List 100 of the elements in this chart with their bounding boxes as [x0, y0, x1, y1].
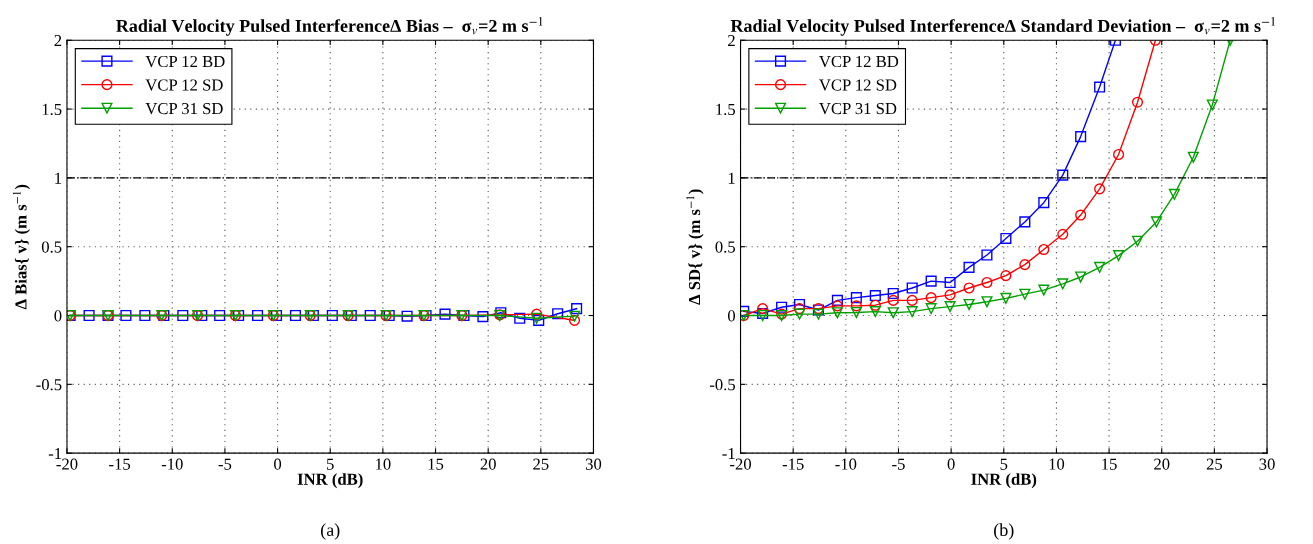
- x-axis-title: INR (dB): [971, 473, 1037, 489]
- point: [1057, 278, 1069, 290]
- point: [887, 294, 899, 306]
- chart-title: Radial Velocity Pulsed InterferenceΔ Standard Deviation – σ$_{v}$=2 m s$^{−1}$: [730, 16, 1275, 36]
- y-tick-label: 1.5: [42, 103, 62, 116]
- y-tick-label: -0.5: [709, 379, 736, 391]
- point: [1019, 288, 1031, 300]
- x-tick-label: 5: [327, 458, 334, 470]
- point: [1131, 96, 1144, 108]
- point: [1168, 188, 1180, 200]
- point: [740, 305, 750, 317]
- point: [1206, 99, 1218, 111]
- point: [1131, 235, 1144, 247]
- point: [1075, 209, 1087, 221]
- x-tick-label: 10: [376, 458, 391, 470]
- point: [1094, 261, 1106, 273]
- point: [757, 303, 769, 315]
- x-tick-label: 10: [1049, 458, 1065, 470]
- text: (a): [320, 523, 340, 540]
- x-tick-label: -15: [782, 458, 804, 470]
- point: [963, 261, 975, 273]
- point: [1000, 292, 1012, 304]
- point: [906, 282, 918, 294]
- x-tick-label: 25: [1206, 458, 1223, 470]
- point: [793, 308, 806, 320]
- x-tick-label: 0: [274, 458, 282, 470]
- x-tick-label: 20: [480, 458, 496, 470]
- point: [981, 249, 993, 261]
- point: [1057, 228, 1069, 240]
- point: [925, 275, 937, 287]
- point: [944, 301, 956, 313]
- x-tick-label: 30: [1259, 458, 1275, 470]
- point: [1057, 169, 1069, 181]
- text: (b): [994, 523, 1014, 540]
- x-tick-label: 5: [1000, 458, 1008, 470]
- point: [850, 300, 862, 312]
- x-tick-label: 20: [1154, 458, 1170, 470]
- x-tick-label: 25: [533, 458, 549, 470]
- x-tick-label: 30: [585, 458, 602, 470]
- point: [869, 299, 881, 311]
- point: [906, 306, 918, 318]
- y-tick-label: -1: [722, 447, 735, 459]
- point: [944, 276, 956, 289]
- legend-label: VCP 12 BD: [145, 55, 225, 68]
- chart-title: Radial Velocity Pulsed InterferenceΔ Bias – σ$_{v}$=2 m s$^{−1}$: [116, 16, 543, 36]
- legend-label: VCP 12 BD: [819, 55, 899, 68]
- point: [869, 290, 881, 302]
- point: [887, 307, 899, 319]
- x-tick-label: -15: [109, 458, 131, 470]
- point: [963, 298, 975, 311]
- legend-label: VCP 31 SD: [819, 102, 897, 115]
- point: [831, 300, 843, 312]
- point: [1075, 131, 1087, 143]
- point: [1187, 151, 1199, 163]
- x-tick-label: -10: [161, 458, 183, 470]
- point: [1094, 183, 1106, 195]
- point: [812, 308, 825, 320]
- y-tick-label: 1: [728, 172, 735, 184]
- point: [831, 307, 843, 319]
- x-tick-label: -10: [835, 458, 857, 470]
- x-axis-title: INR (dB): [297, 473, 363, 489]
- point: [831, 294, 843, 306]
- y-tick-label: 2: [54, 35, 62, 47]
- point: [1038, 243, 1050, 256]
- y-tick-label: 2: [728, 35, 735, 47]
- point: [963, 282, 975, 294]
- point: [925, 303, 937, 315]
- point: [1094, 81, 1106, 93]
- y-tick-label: -1: [48, 447, 62, 459]
- point: [869, 306, 881, 318]
- point: [776, 301, 788, 313]
- point: [981, 296, 993, 308]
- y-tick-label: 1.5: [716, 103, 736, 116]
- x-tick-label: -20: [56, 458, 78, 470]
- point: [793, 303, 806, 315]
- point: [1075, 271, 1087, 283]
- point: [1019, 216, 1031, 228]
- x-tick-label: -20: [730, 458, 752, 470]
- legend-label: VCP 12 SD: [819, 79, 897, 91]
- y-axis-title: Δ SD{ v} (m s$^{−1}$): [686, 189, 704, 305]
- legend-label: VCP 12 SD: [145, 79, 223, 91]
- point: [850, 292, 862, 304]
- point: [1150, 216, 1163, 228]
- point: [1038, 284, 1050, 296]
- point: [1019, 259, 1031, 271]
- point: [925, 292, 937, 304]
- x-tick-label: -5: [218, 458, 232, 470]
- point: [1038, 197, 1050, 209]
- y-tick-label: 1: [55, 172, 62, 184]
- point: [1113, 148, 1125, 161]
- x-tick-label: 15: [428, 458, 444, 470]
- point: [944, 289, 956, 301]
- y-tick-label: -0.5: [36, 379, 62, 391]
- point: [850, 306, 862, 319]
- y-tick-label: 0.5: [715, 241, 736, 253]
- point: [981, 276, 993, 289]
- y-tick-label: 0: [727, 310, 736, 322]
- point: [1000, 232, 1012, 245]
- legend-label: VCP 31 SD: [145, 102, 223, 115]
- x-tick-label: 15: [1102, 458, 1117, 470]
